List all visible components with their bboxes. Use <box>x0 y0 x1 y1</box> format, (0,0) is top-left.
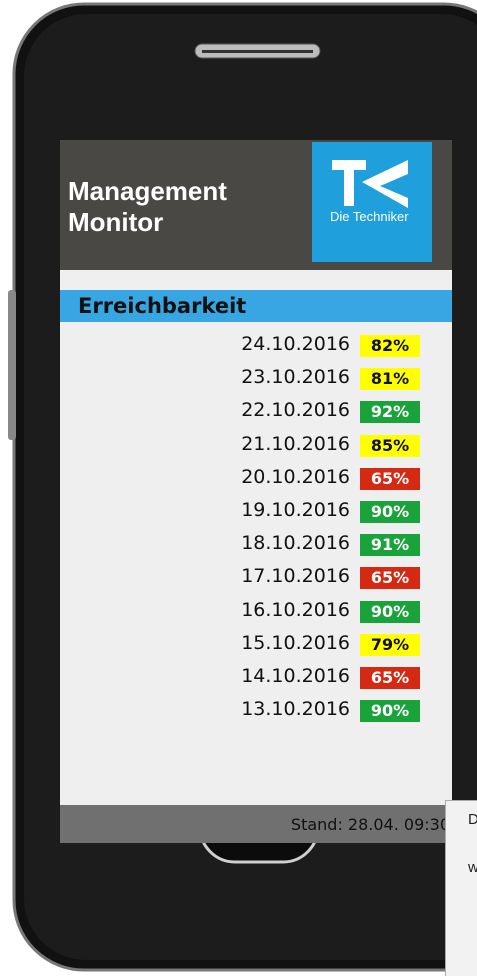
speaker-grill <box>202 50 313 53</box>
status-badge: 92% <box>360 401 420 423</box>
row-date: 20.10.2016 <box>241 466 350 488</box>
footer-text: Stand: 28.04. 09:30 <box>291 815 450 834</box>
row: 22.10.2016 92% <box>60 398 452 428</box>
row-date: 14.10.2016 <box>241 665 350 687</box>
app-screen: Management Monitor Die Techniker Erreich… <box>60 140 452 843</box>
status-badge: 91% <box>360 534 420 556</box>
overlay-text: D <box>468 811 477 828</box>
row: 21.10.2016 85% <box>60 432 452 462</box>
header: Management Monitor Die Techniker <box>60 140 452 270</box>
status-badge: 90% <box>360 700 420 722</box>
section-bar: Erreichbarkeit <box>60 290 452 322</box>
status-badge: 65% <box>360 567 420 589</box>
row: 17.10.2016 65% <box>60 564 452 594</box>
status-badge: 65% <box>360 667 420 689</box>
row: 23.10.2016 81% <box>60 365 452 395</box>
status-badge: 65% <box>360 468 420 490</box>
row-date: 18.10.2016 <box>241 532 350 554</box>
row-date: 22.10.2016 <box>241 399 350 421</box>
row: 15.10.2016 79% <box>60 631 452 661</box>
screenshot: Management Monitor Die Techniker Erreich… <box>0 0 477 976</box>
status-badge: 90% <box>360 601 420 623</box>
row-date: 23.10.2016 <box>241 366 350 388</box>
logo-mark <box>332 160 412 208</box>
row-date: 24.10.2016 <box>241 333 350 355</box>
row-date: 17.10.2016 <box>241 565 350 587</box>
row: 13.10.2016 90% <box>60 697 452 727</box>
row: 20.10.2016 65% <box>60 465 452 495</box>
row: 16.10.2016 90% <box>60 598 452 628</box>
overlay-text: w <box>468 859 477 876</box>
footer: Stand: 28.04. 09:30 <box>60 805 452 843</box>
row-date: 21.10.2016 <box>241 433 350 455</box>
logo-text: Die Techniker <box>330 210 410 224</box>
row-date: 15.10.2016 <box>241 632 350 654</box>
status-badge: 79% <box>360 634 420 656</box>
row: 24.10.2016 82% <box>60 332 452 362</box>
row-date: 19.10.2016 <box>241 499 350 521</box>
status-badge: 81% <box>360 368 420 390</box>
app-title: Management Monitor <box>68 176 288 238</box>
status-badge: 82% <box>360 335 420 357</box>
row-date: 13.10.2016 <box>241 698 350 720</box>
row-date: 16.10.2016 <box>241 599 350 621</box>
status-badge: 90% <box>360 501 420 523</box>
logo: Die Techniker <box>312 142 432 262</box>
row: 19.10.2016 90% <box>60 498 452 528</box>
status-badge: 85% <box>360 435 420 457</box>
row: 18.10.2016 91% <box>60 531 452 561</box>
section-title: Erreichbarkeit <box>78 294 246 318</box>
side-button <box>8 290 16 440</box>
row: 14.10.2016 65% <box>60 664 452 694</box>
